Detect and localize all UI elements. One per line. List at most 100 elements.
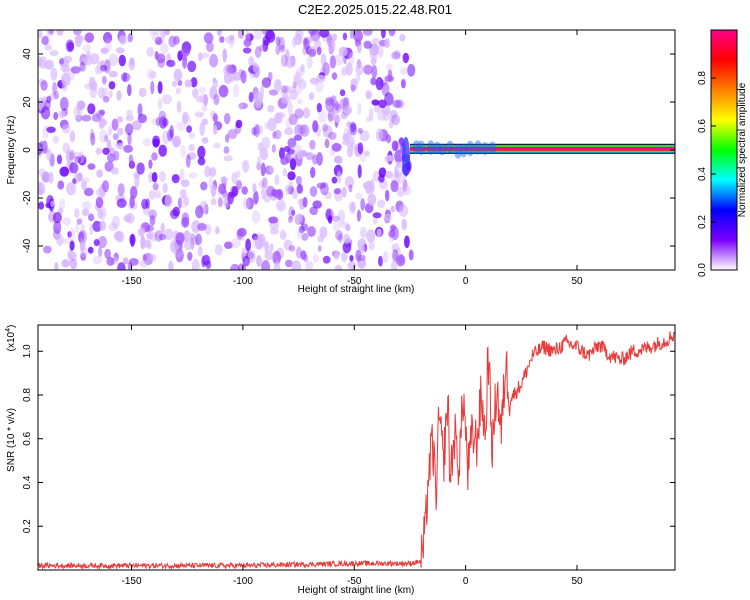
noise-blob: [312, 200, 323, 209]
noise-blob: [182, 55, 188, 69]
noise-blob: [285, 56, 295, 69]
noise-blob: [301, 232, 309, 241]
noise-blob: [372, 216, 378, 225]
noise-blob: [355, 63, 364, 76]
noise-blob: [79, 62, 86, 72]
noise-blob: [400, 78, 406, 89]
noise-blob: [160, 222, 165, 235]
noise-blob: [335, 100, 340, 112]
noise-blob: [84, 187, 94, 196]
noise-blob: [261, 77, 272, 88]
noise-blob: [257, 233, 266, 248]
noise-blob: [162, 130, 170, 145]
noise-blob: [218, 183, 227, 195]
noise-blob: [291, 209, 296, 216]
noise-blob: [245, 197, 254, 210]
noise-blob: [340, 251, 348, 262]
noise-blob: [292, 190, 298, 200]
noise-blob: [87, 163, 96, 170]
noise-blob: [384, 189, 390, 202]
noise-blob: [87, 246, 94, 254]
noise-blob: [188, 143, 195, 152]
noise-blob: [288, 206, 295, 220]
noise-blob: [72, 30, 82, 36]
y-tick-label: 40: [22, 48, 33, 60]
noise-blob: [202, 254, 211, 266]
noise-blob: [276, 199, 286, 212]
noise-blob: [40, 106, 51, 120]
noise-blob: [209, 54, 219, 68]
noise-blob: [336, 170, 342, 184]
noise-blob: [179, 168, 185, 182]
noise-blob: [253, 190, 259, 205]
noise-blob: [75, 34, 82, 48]
noise-blob: [294, 123, 304, 137]
noise-blob: [62, 83, 67, 92]
noise-blob: [148, 159, 153, 169]
noise-blob: [201, 137, 209, 144]
noise-blob: [157, 81, 163, 94]
noise-blob: [339, 221, 350, 228]
noise-blob: [400, 67, 408, 76]
noise-blob: [98, 246, 103, 257]
noise-blob: [190, 77, 198, 88]
noise-blob: [230, 263, 240, 270]
noise-blob: [136, 162, 145, 175]
noise-blob: [407, 63, 416, 77]
noise-blob: [274, 112, 283, 124]
noise-blob: [171, 174, 180, 184]
y-tick-label: -40: [22, 238, 33, 253]
noise-blob: [158, 144, 167, 157]
noise-blob: [56, 154, 63, 165]
noise-blob: [344, 176, 355, 188]
noise-blob: [292, 37, 297, 48]
noise-blob: [384, 75, 395, 83]
noise-blob: [238, 102, 243, 111]
noise-blob: [378, 174, 385, 183]
noise-blob: [148, 189, 156, 200]
noise-blob: [180, 195, 189, 208]
noise-blob: [398, 204, 409, 217]
noise-blob: [388, 30, 396, 37]
noise-blob: [359, 130, 370, 142]
noise-blob: [67, 231, 72, 238]
noise-blob: [312, 154, 318, 165]
noise-blob: [296, 150, 303, 160]
noise-blob: [349, 204, 357, 215]
noise-blob: [100, 64, 108, 72]
scale-factor-close: ): [6, 325, 17, 328]
bottom-x-axis: -150 -100 -50 0 50: [122, 325, 583, 587]
noise-blob: [99, 118, 108, 127]
noise-blob: [298, 225, 305, 234]
noise-blob: [223, 112, 231, 125]
noise-blob: [403, 185, 412, 196]
noise-blob: [331, 215, 340, 222]
noise-blob: [322, 125, 333, 138]
noise-blob: [111, 118, 119, 131]
signal-band: [402, 136, 675, 177]
noise-blob: [302, 107, 311, 119]
noise-blob: [392, 99, 402, 108]
noise-blob: [242, 197, 251, 210]
noise-blob: [333, 188, 341, 195]
noise-blob: [141, 198, 149, 210]
noise-blob: [350, 84, 356, 93]
noise-blob: [142, 138, 152, 147]
noise-blob: [295, 85, 302, 95]
noise-blob: [298, 78, 307, 90]
noise-blob: [125, 212, 135, 224]
noise-blob: [38, 201, 45, 210]
noise-blob: [274, 174, 280, 185]
signal-turbulence: [459, 143, 468, 158]
noise-blob: [288, 113, 298, 126]
noise-blob: [58, 58, 65, 65]
noise-blob: [282, 168, 287, 177]
noise-blob: [362, 182, 369, 190]
noise-blob: [357, 102, 362, 115]
noise-blob: [173, 249, 183, 258]
noise-blob: [176, 100, 182, 113]
noise-blob: [297, 124, 307, 135]
noise-blob: [61, 124, 71, 134]
noise-blob: [372, 212, 382, 219]
noise-blob: [251, 233, 258, 241]
